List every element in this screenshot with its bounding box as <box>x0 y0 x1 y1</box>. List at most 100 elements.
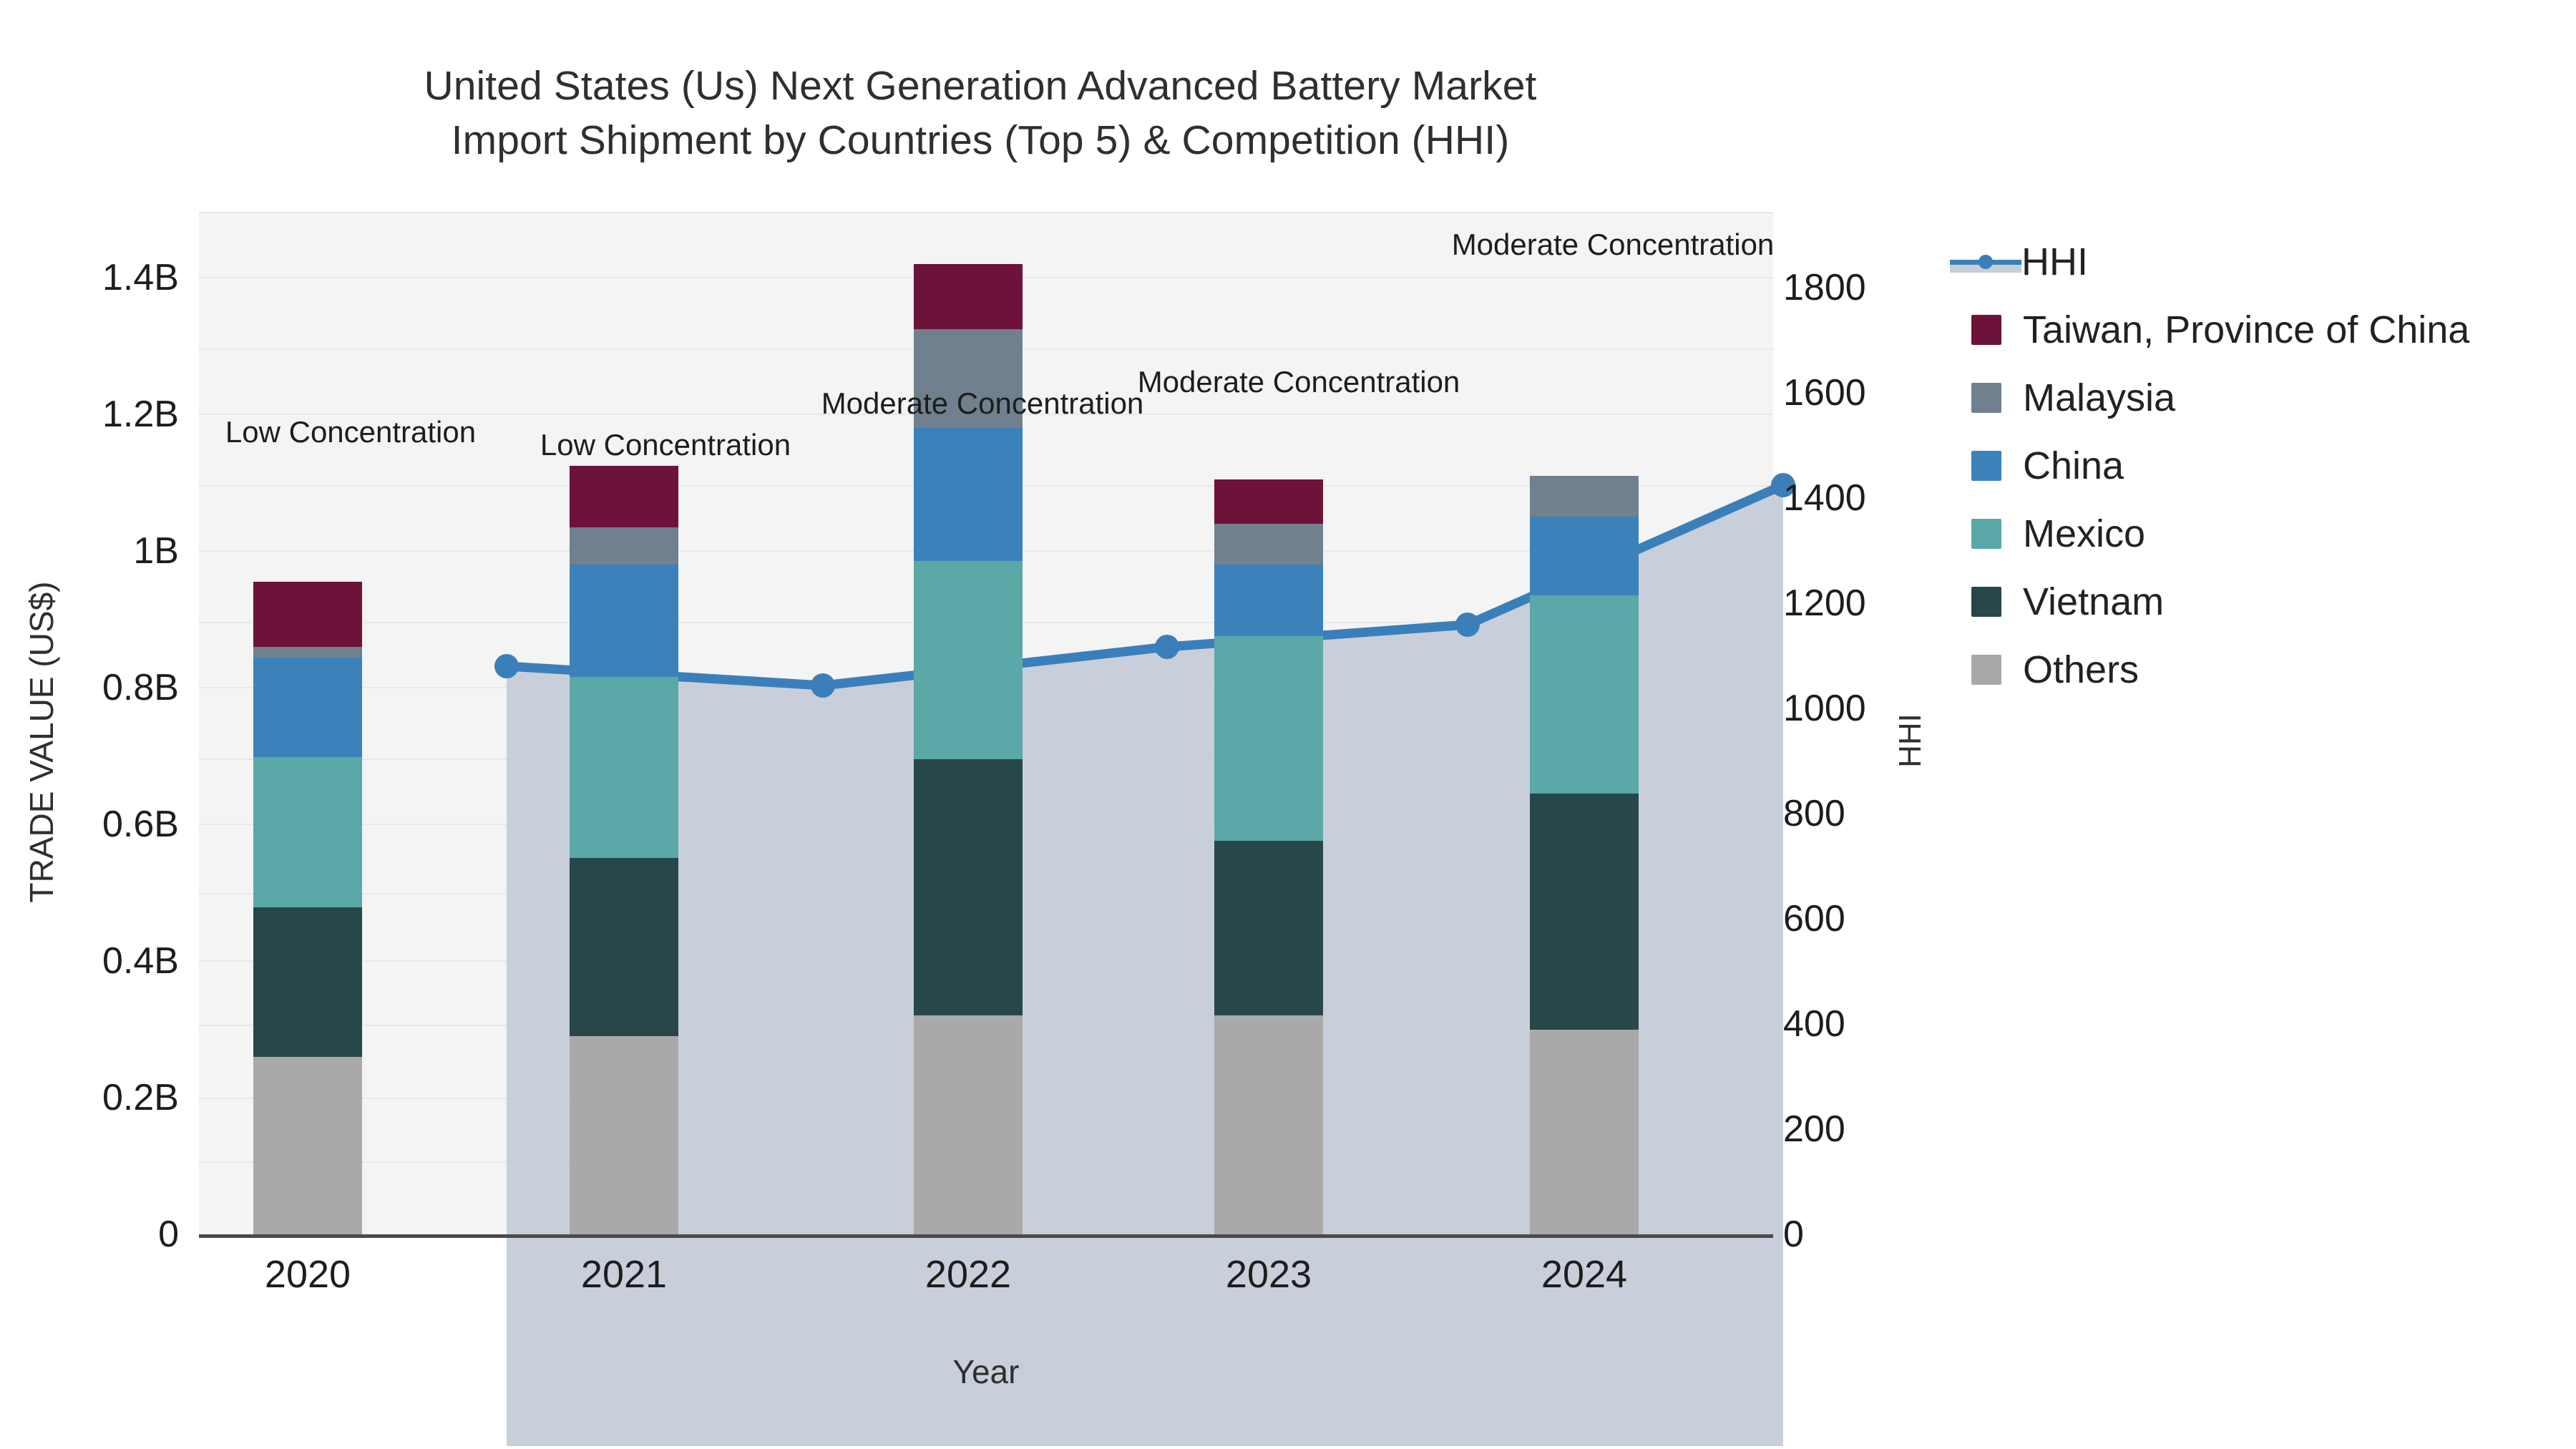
annotation-2024: Moderate Concentration <box>1451 228 1775 261</box>
bar-segment-malaysia[interactable] <box>570 527 678 565</box>
x-axis-label: Year <box>952 1353 1020 1390</box>
ytick-left-1B: 1B <box>133 530 179 572</box>
bar-segment-taiwan[interactable] <box>914 264 1023 329</box>
bar-segment-vietnam[interactable] <box>1530 794 1639 1030</box>
bar-2022[interactable] <box>914 264 1023 1234</box>
chart-title-line-2: Import Shipment by Countries (Top 5) & C… <box>451 117 1510 164</box>
bar-segment-china[interactable] <box>1530 517 1639 595</box>
hhi-point-2020 <box>494 654 519 678</box>
bar-2020[interactable] <box>253 582 362 1234</box>
bar-segment-others[interactable] <box>570 1036 678 1234</box>
hhi-point-2021 <box>811 673 835 698</box>
bar-segment-malaysia[interactable] <box>253 647 362 658</box>
bar-segment-others[interactable] <box>1530 1030 1639 1234</box>
plot-area <box>199 212 1795 1446</box>
legend-label: Mexico <box>2023 512 2146 555</box>
legend: HHI Taiwan, Province of China Malaysia C… <box>1950 228 2544 703</box>
legend-item-china[interactable]: China <box>1971 431 2544 499</box>
color-swatch-icon <box>1971 314 2001 345</box>
ytick-left-1.4B: 1.4B <box>102 257 179 298</box>
ytick-left-0.2B: 0.2B <box>102 1077 179 1118</box>
legend-item-taiwan[interactable]: Taiwan, Province of China <box>1971 296 2544 364</box>
color-swatch-icon <box>1971 654 2001 685</box>
legend-label: China <box>2023 444 2124 487</box>
ytick-right-0: 0 <box>1783 1214 1804 1255</box>
bar-2023[interactable] <box>1214 479 1323 1234</box>
y-axis-label-left: TRADE VALUE (US$) <box>23 581 60 903</box>
hhi-point-2023 <box>1455 613 1480 637</box>
ytick-right-800: 800 <box>1783 793 1845 834</box>
legend-item-hhi[interactable]: HHI <box>1950 228 2544 296</box>
bar-segment-mexico[interactable] <box>1214 636 1323 841</box>
annotation-2021: Low Concentration <box>540 428 791 462</box>
xtick-2020: 2020 <box>264 1253 351 1296</box>
legend-label: Others <box>2023 648 2140 691</box>
xtick-2023: 2023 <box>1225 1253 1312 1296</box>
legend-label: Vietnam <box>2023 580 2165 623</box>
legend-item-vietnam[interactable]: Vietnam <box>1971 567 2544 635</box>
hhi-area-fill <box>507 485 1783 1446</box>
bar-segment-mexico[interactable] <box>570 677 678 858</box>
hhi-point-2024 <box>1771 473 1795 497</box>
bar-segment-mexico[interactable] <box>1530 595 1639 794</box>
gridline <box>199 212 1773 213</box>
bar-segment-others[interactable] <box>253 1057 362 1234</box>
bar-segment-china[interactable] <box>570 565 678 677</box>
bar-segment-taiwan[interactable] <box>570 466 678 527</box>
ytick-right-1000: 1000 <box>1783 688 1866 729</box>
ytick-left-0.4B: 0.4B <box>102 940 179 982</box>
ytick-right-1600: 1600 <box>1783 372 1866 414</box>
x-axis-line <box>199 1234 1773 1238</box>
bar-segment-malaysia[interactable] <box>1214 524 1323 565</box>
xtick-2021: 2021 <box>580 1253 668 1296</box>
legend-item-malaysia[interactable]: Malaysia <box>1971 364 2544 431</box>
bar-segment-vietnam[interactable] <box>253 907 362 1057</box>
ytick-left-1.2B: 1.2B <box>102 394 179 435</box>
ytick-left-0.6B: 0.6B <box>102 804 179 845</box>
bar-segment-vietnam[interactable] <box>1214 841 1323 1015</box>
xtick-2024: 2024 <box>1541 1253 1628 1296</box>
legend-label: Malaysia <box>2023 376 2176 419</box>
bar-segment-malaysia[interactable] <box>914 329 1023 428</box>
hhi-line-icon <box>1950 247 2021 277</box>
bar-segment-mexico[interactable] <box>253 757 362 907</box>
color-swatch-icon <box>1971 382 2001 413</box>
ytick-right-400: 400 <box>1783 1003 1845 1045</box>
ytick-right-1400: 1400 <box>1783 477 1866 519</box>
bar-segment-others[interactable] <box>914 1015 1023 1234</box>
legend-label: Taiwan, Province of China <box>2023 308 2470 351</box>
bar-segment-mexico[interactable] <box>914 561 1023 759</box>
bar-segment-others[interactable] <box>1214 1015 1323 1234</box>
bar-segment-china[interactable] <box>914 428 1023 561</box>
legend-item-mexico[interactable]: Mexico <box>1971 499 2544 567</box>
annotation-2020: Low Concentration <box>225 415 477 449</box>
legend-item-others[interactable]: Others <box>1971 635 2544 703</box>
color-swatch-icon <box>1971 586 2001 617</box>
color-swatch-icon <box>1971 450 2001 481</box>
chart-title: United States (Us) Next Generation Advan… <box>0 59 1961 168</box>
bar-2024[interactable] <box>1530 476 1639 1234</box>
bar-segment-china[interactable] <box>1214 565 1323 636</box>
bar-segment-china[interactable] <box>253 658 362 757</box>
xtick-2022: 2022 <box>924 1253 1012 1296</box>
annotation-2023: Moderate Concentration <box>1137 365 1460 399</box>
bar-segment-vietnam[interactable] <box>570 858 678 1036</box>
legend-label: HHI <box>2021 240 2088 283</box>
hhi-point-2022 <box>1155 635 1179 659</box>
ytick-left-0.8B: 0.8B <box>102 667 179 708</box>
bar-segment-vietnam[interactable] <box>914 759 1023 1015</box>
bar-segment-taiwan[interactable] <box>253 582 362 647</box>
y-axis-label-right: HHI <box>1893 713 1928 768</box>
bar-2021[interactable] <box>570 466 678 1234</box>
bar-segment-taiwan[interactable] <box>1214 479 1323 524</box>
bar-segment-malaysia[interactable] <box>1530 476 1639 517</box>
ytick-right-1200: 1200 <box>1783 582 1866 624</box>
ytick-right-1800: 1800 <box>1783 267 1866 308</box>
chart-title-line-1: United States (Us) Next Generation Advan… <box>424 63 1537 109</box>
annotation-2022: Moderate Concentration <box>821 386 1144 420</box>
ytick-right-200: 200 <box>1783 1108 1845 1150</box>
color-swatch-icon <box>1971 518 2001 549</box>
ytick-right-600: 600 <box>1783 898 1845 940</box>
hhi-series <box>494 473 1795 1446</box>
